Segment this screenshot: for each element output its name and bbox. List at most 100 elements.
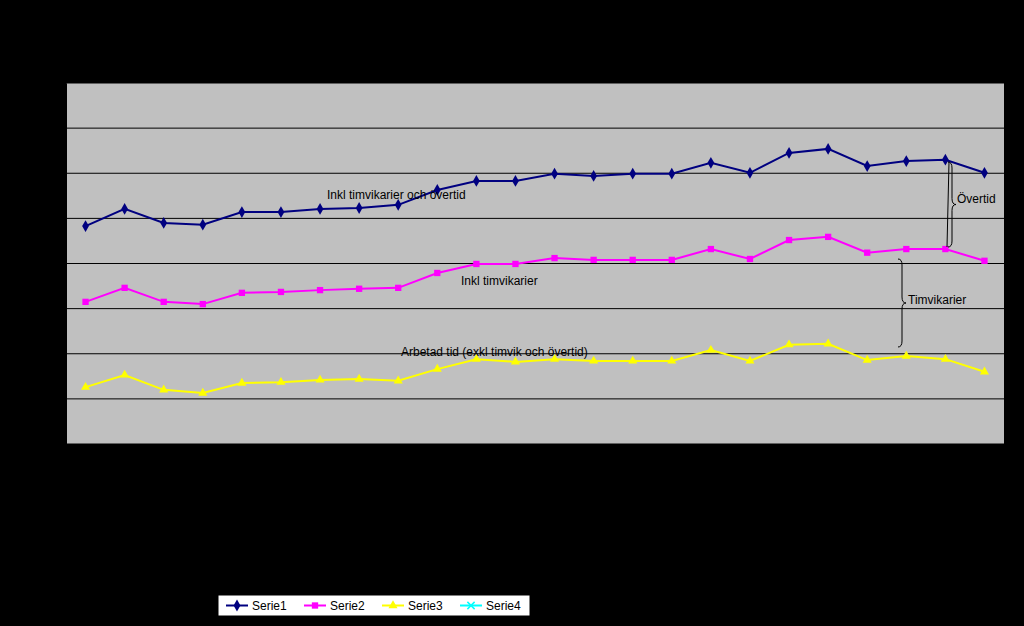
annotation: Inkl timvikarier [461, 274, 538, 288]
braces [898, 162, 956, 347]
series-marker [980, 367, 989, 375]
x-tick [124, 444, 125, 450]
x-axis-line [67, 445, 1005, 451]
annotation: Övertid [957, 192, 996, 206]
x-tick [554, 444, 555, 450]
series-marker [902, 351, 911, 359]
series-marker [706, 345, 715, 353]
y-tick-mark [60, 264, 66, 265]
y-tick [60, 264, 66, 265]
series-marker [942, 246, 948, 252]
y-tick-mark [60, 444, 66, 445]
series-marker [864, 160, 871, 172]
background [0, 0, 1024, 626]
series-marker [161, 299, 167, 305]
series-line [86, 344, 985, 393]
series-marker [981, 258, 987, 264]
x-tick-mark [984, 444, 985, 450]
x-tick [202, 444, 203, 450]
legend: Serie1Serie2Serie3Serie4 [218, 595, 530, 616]
x-tick-mark [280, 444, 281, 450]
series-marker [784, 339, 793, 347]
series-marker [317, 203, 324, 215]
x-tick [710, 444, 711, 450]
series-marker [315, 375, 324, 383]
x-tick-mark [241, 444, 242, 450]
series-marker [473, 261, 479, 267]
legend-marker [467, 602, 474, 609]
annotation: Inkl timvikarier och övertid [327, 188, 466, 202]
series-marker [668, 168, 675, 180]
series-marker [863, 355, 872, 363]
series-marker [590, 170, 597, 182]
y-tick [60, 218, 66, 219]
y-tick [60, 83, 66, 84]
grid-line [66, 308, 1004, 309]
x-tick-mark [320, 444, 321, 450]
legend-marker [234, 600, 241, 612]
y-tick [60, 399, 66, 400]
series-marker [198, 388, 207, 396]
series-marker [551, 255, 557, 261]
series-marker [394, 376, 403, 384]
legend-box [218, 595, 530, 616]
x-tick [671, 444, 672, 450]
legend-marker [312, 602, 318, 608]
series-marker [747, 167, 754, 179]
x-tick-mark [867, 444, 868, 450]
x-tick-mark [359, 444, 360, 450]
series-marker [630, 257, 636, 263]
series-marker [199, 219, 206, 231]
grid-line [66, 173, 1004, 174]
series-marker [120, 370, 129, 378]
series-marker [903, 246, 909, 252]
series-marker [121, 203, 128, 215]
series-marker [864, 250, 870, 256]
x-axis [67, 444, 1005, 450]
grid [66, 83, 1004, 444]
series-marker [629, 168, 636, 180]
series-marker [433, 364, 442, 372]
x-tick-mark [124, 444, 125, 450]
series-marker [628, 356, 637, 364]
x-tick [749, 444, 750, 450]
x-tick-mark [163, 444, 164, 450]
series-line [86, 237, 985, 304]
y-tick [60, 173, 66, 174]
x-tick [437, 444, 438, 450]
x-tick-mark [398, 444, 399, 450]
series-marker [238, 206, 245, 218]
x-tick-mark [906, 444, 907, 450]
x-tick [320, 444, 321, 450]
x-tick-mark [828, 444, 829, 450]
series-marker [551, 168, 558, 180]
chart: Inkl timvikarier och övertid Inkl timvika… [0, 0, 1024, 626]
series-marker [395, 285, 401, 291]
grid-line [66, 218, 1004, 219]
series-marker [708, 246, 714, 252]
series-marker [200, 301, 206, 307]
series-marker [237, 378, 246, 386]
x-tick-mark [437, 444, 438, 450]
series-marker [941, 354, 950, 362]
x-tick [163, 444, 164, 450]
legend-marker [388, 600, 397, 608]
series-marker [473, 175, 480, 187]
series-marker [667, 356, 676, 364]
legend-label: Serie2 [330, 599, 365, 613]
series-marker [825, 143, 832, 155]
grid-line [66, 263, 1004, 264]
series-marker [317, 287, 323, 293]
x-tick [476, 444, 477, 450]
y-tick [60, 309, 66, 310]
y-tick-mark [60, 218, 66, 219]
series-marker [159, 385, 168, 393]
x-tick-mark [554, 444, 555, 450]
y-tick [60, 128, 66, 129]
annotation: Arbetad tid (exkl timvik och övertid) [401, 345, 588, 359]
series-marker [356, 202, 363, 214]
x-tick [828, 444, 829, 450]
x-tick-mark [593, 444, 594, 450]
marks [81, 143, 989, 396]
x-tick [359, 444, 360, 450]
